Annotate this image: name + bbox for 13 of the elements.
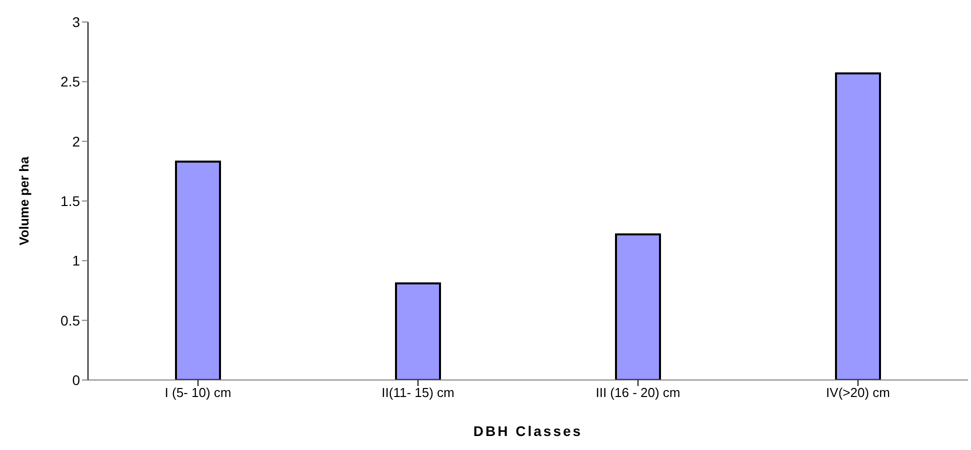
y-tick-label: 2 [72,133,80,150]
x-axis-title: DBH Classes [473,423,583,439]
y-tick-label: 2.5 [60,74,80,90]
x-tick-label: III (16 - 20) cm [596,385,680,400]
y-tick-label: 3 [72,14,80,30]
x-tick-label: I (5- 10) cm [164,385,232,400]
y-axis-title: Volume per ha [16,156,32,246]
y-tick-label: 0 [72,372,80,388]
y-tick-label: 0.5 [60,312,80,328]
x-tick-label: IV(>20) cm [826,385,890,400]
y-tick-label: 1 [72,252,80,269]
x-tick-label: II(11- 15) cm [382,385,454,400]
y-tick-label: 1.5 [60,192,80,209]
